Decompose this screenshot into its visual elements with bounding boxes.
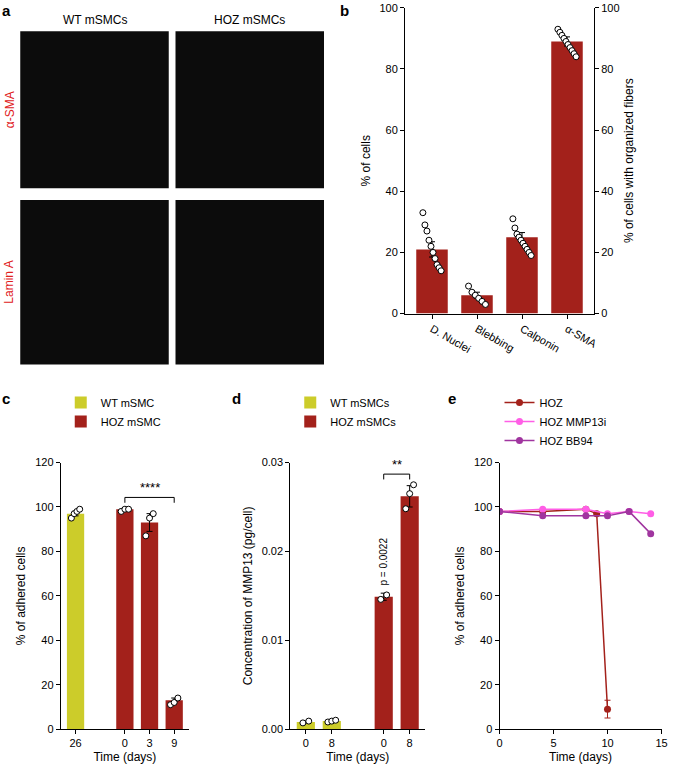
svg-text:HOZ mSMCs: HOZ mSMCs [214, 13, 285, 27]
svg-text:15: 15 [655, 737, 667, 749]
svg-text:0.02: 0.02 [262, 545, 283, 557]
svg-text:WT mSMCs: WT mSMCs [330, 397, 390, 409]
svg-text:% of adhered cells: % of adhered cells [14, 546, 28, 645]
svg-text:Lamin A: Lamin A [2, 260, 16, 303]
svg-text:e: e [448, 390, 456, 407]
svg-text:p = 0.0022: p = 0.0022 [378, 538, 389, 586]
svg-text:0: 0 [496, 737, 502, 749]
svg-text:60: 60 [601, 124, 613, 136]
svg-text:9: 9 [171, 737, 177, 749]
svg-text:0: 0 [392, 307, 398, 319]
svg-text:% of cells with organized fibe: % of cells with organized fibers [622, 78, 636, 243]
svg-text:% of adhered cells: % of adhered cells [453, 546, 467, 645]
svg-text:0: 0 [47, 723, 53, 735]
svg-text:80: 80 [386, 63, 398, 75]
svg-text:20: 20 [386, 246, 398, 258]
svg-text:5: 5 [550, 737, 556, 749]
svg-text:c: c [2, 390, 10, 407]
svg-text:0.03: 0.03 [262, 456, 283, 468]
svg-text:WT mSMC: WT mSMC [101, 397, 155, 409]
svg-text:100: 100 [379, 2, 397, 14]
svg-text:HOZ mSMCs: HOZ mSMCs [330, 416, 396, 428]
svg-text:0.01: 0.01 [262, 634, 283, 646]
svg-text:100: 100 [474, 501, 492, 513]
svg-text:40: 40 [601, 185, 613, 197]
svg-text:WT mSMCs: WT mSMCs [63, 13, 127, 27]
svg-text:0: 0 [303, 737, 309, 749]
svg-text:0: 0 [122, 737, 128, 749]
svg-text:**: ** [392, 457, 402, 472]
svg-text:α-SMA: α-SMA [563, 322, 599, 350]
svg-text:20: 20 [601, 246, 613, 258]
svg-text:120: 120 [474, 456, 492, 468]
svg-text:Time (days): Time (days) [326, 750, 389, 764]
svg-text:60: 60 [480, 590, 492, 602]
svg-text:b: b [340, 2, 349, 19]
svg-text:40: 40 [480, 634, 492, 646]
svg-text:60: 60 [41, 590, 53, 602]
svg-text:HOZ MMP13i: HOZ MMP13i [540, 416, 607, 428]
svg-text:8: 8 [407, 737, 413, 749]
svg-text:0: 0 [601, 307, 607, 319]
svg-text:****: **** [140, 480, 160, 495]
svg-text:0.00: 0.00 [262, 723, 283, 735]
svg-text:d: d [232, 390, 241, 407]
svg-text:Calponin: Calponin [518, 322, 562, 354]
svg-text:26: 26 [69, 737, 81, 749]
svg-text:40: 40 [386, 185, 398, 197]
svg-text:a: a [2, 2, 11, 19]
svg-text:10: 10 [601, 737, 613, 749]
svg-text:D. Nuclei: D. Nuclei [428, 322, 473, 355]
svg-text:120: 120 [35, 456, 53, 468]
svg-text:Concentration of MMP13 (pg/cel: Concentration of MMP13 (pg/cell) [241, 506, 255, 685]
svg-text:80: 80 [601, 63, 613, 75]
svg-text:HOZ: HOZ [540, 397, 564, 409]
svg-text:Time (days): Time (days) [549, 750, 612, 764]
svg-text:100: 100 [35, 501, 53, 513]
svg-text:α-SMA: α-SMA [3, 91, 17, 128]
svg-text:0: 0 [486, 723, 492, 735]
svg-text:40: 40 [41, 634, 53, 646]
svg-text:20: 20 [41, 679, 53, 691]
svg-text:20: 20 [480, 679, 492, 691]
svg-text:100: 100 [601, 2, 619, 14]
svg-text:60: 60 [386, 124, 398, 136]
svg-text:0: 0 [381, 737, 387, 749]
svg-text:HOZ BB94: HOZ BB94 [540, 435, 593, 447]
svg-text:80: 80 [41, 545, 53, 557]
svg-text:80: 80 [480, 545, 492, 557]
svg-text:% of cells: % of cells [359, 135, 373, 186]
svg-text:HOZ mSMC: HOZ mSMC [101, 416, 161, 428]
svg-text:8: 8 [329, 737, 335, 749]
svg-text:Blebbing: Blebbing [473, 322, 516, 354]
svg-text:Time (days): Time (days) [93, 750, 156, 764]
svg-text:3: 3 [146, 737, 152, 749]
